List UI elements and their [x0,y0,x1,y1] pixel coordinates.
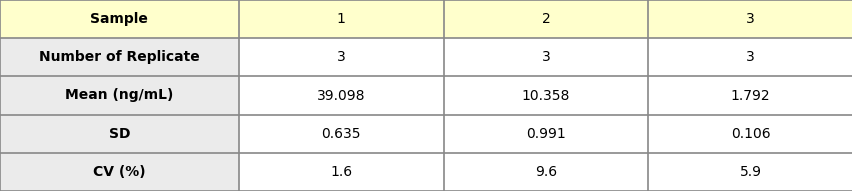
Bar [239,76,443,115]
Bar [0,153,239,191]
Bar [0,76,239,115]
Text: 5.9: 5.9 [739,165,761,179]
Text: 1.792: 1.792 [730,88,769,103]
Bar [239,0,443,38]
Bar [239,153,443,191]
Bar [648,76,852,115]
Text: Mean (ng/mL): Mean (ng/mL) [65,88,174,103]
Bar [0,0,239,38]
Bar [443,153,648,191]
Text: 0.106: 0.106 [730,127,769,141]
Bar [443,0,648,38]
Text: SD: SD [108,127,130,141]
Text: CV (%): CV (%) [93,165,146,179]
Text: 3: 3 [337,50,345,64]
Text: 2: 2 [541,12,550,26]
Text: 39.098: 39.098 [317,88,365,103]
Text: Sample: Sample [90,12,148,26]
Text: 1.6: 1.6 [330,165,352,179]
Bar [648,0,852,38]
Text: 3: 3 [541,50,550,64]
Text: Number of Replicate: Number of Replicate [39,50,199,64]
Text: 1: 1 [337,12,345,26]
Text: 9.6: 9.6 [534,165,556,179]
Text: 10.358: 10.358 [521,88,569,103]
Text: 0.635: 0.635 [321,127,360,141]
Bar [443,115,648,153]
Bar [0,115,239,153]
Bar [239,38,443,76]
Text: 3: 3 [746,50,754,64]
Bar [443,38,648,76]
Bar [648,38,852,76]
Text: 3: 3 [746,12,754,26]
Text: 0.991: 0.991 [526,127,565,141]
Bar [0,38,239,76]
Bar [648,115,852,153]
Bar [239,115,443,153]
Bar [443,76,648,115]
Bar [648,153,852,191]
